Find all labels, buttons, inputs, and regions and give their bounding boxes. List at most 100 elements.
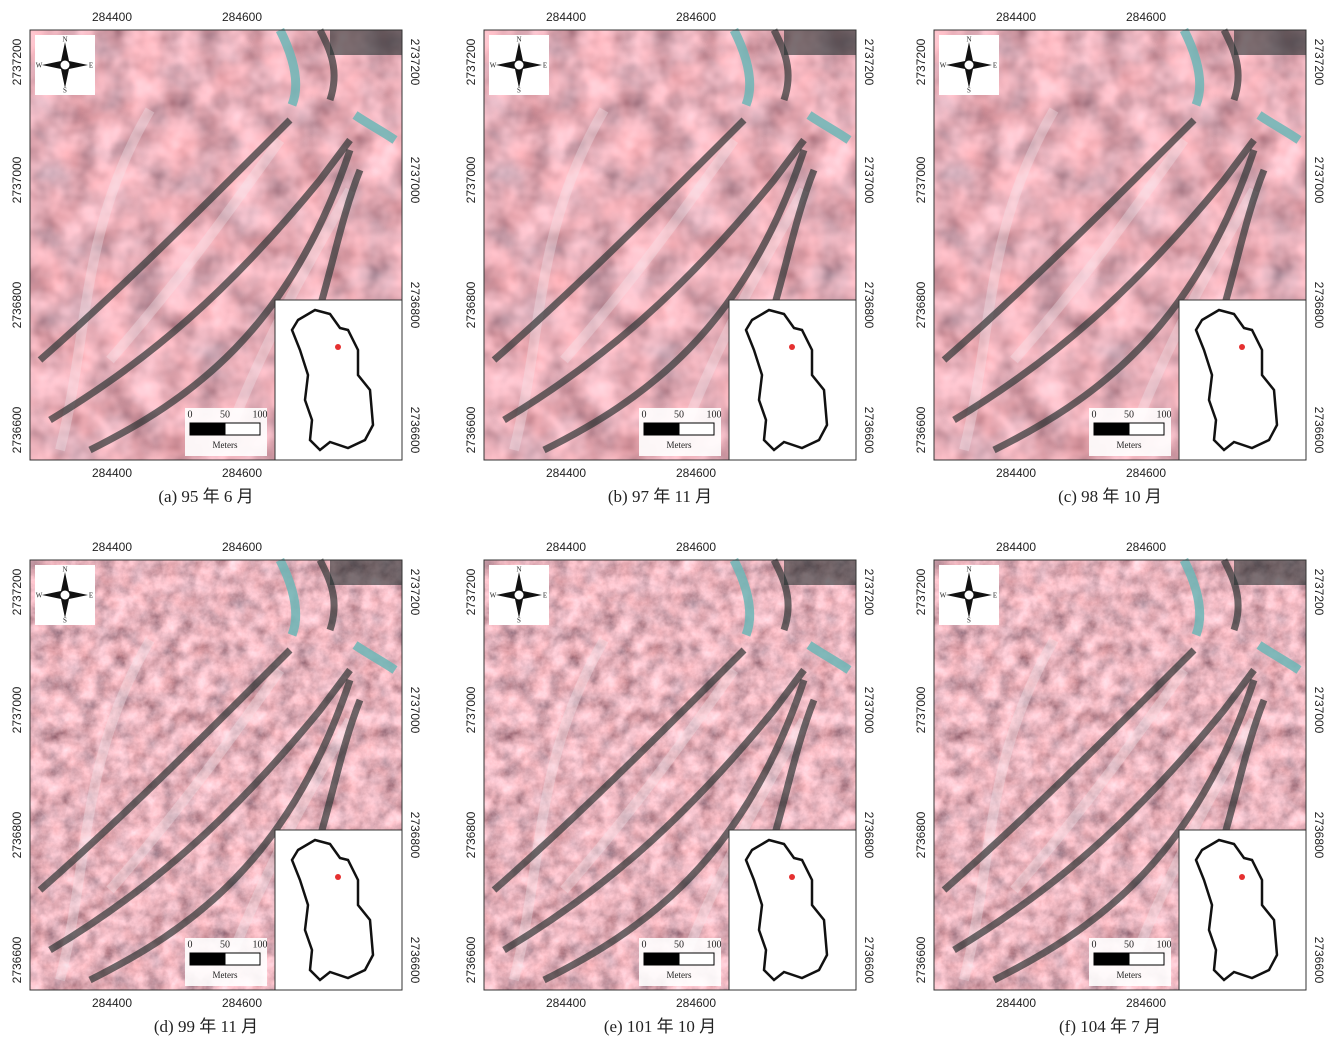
scale-label: 50 [1124, 939, 1134, 950]
scale-bar-white [225, 423, 260, 435]
compass-label: N [966, 36, 971, 44]
compass-label: S [517, 87, 521, 95]
compass-label: E [89, 592, 93, 600]
x-tick-label-top: 284600 [1126, 540, 1166, 554]
y-tick-label-left: 2737200 [10, 568, 24, 615]
compass-label: W [490, 592, 497, 600]
panel-caption: (b) 97 年 11 月 [608, 487, 712, 506]
location-dot [1239, 344, 1245, 350]
compass-label: S [967, 617, 971, 625]
y-tick-label-left: 2737000 [464, 686, 478, 733]
x-tick-label-bottom: 284400 [546, 996, 586, 1010]
scale-label: 50 [220, 409, 230, 420]
y-tick-label-left: 2737200 [10, 38, 24, 85]
y-tick-label-left: 2737000 [914, 156, 928, 203]
y-tick-label-left: 2736600 [10, 406, 24, 453]
x-tick-label-bottom: 284400 [996, 466, 1036, 480]
y-tick-label-left: 2736600 [464, 936, 478, 983]
scale-label: 100 [707, 409, 722, 420]
scale-bar-black [644, 953, 679, 965]
x-tick-label-bottom: 284400 [92, 996, 132, 1010]
scale-label: 0 [188, 409, 193, 420]
y-tick-label-left: 2736600 [914, 406, 928, 453]
compass-label: E [543, 592, 547, 600]
y-tick-label-right: 2737200 [408, 39, 422, 86]
x-tick-label-top: 284600 [676, 10, 716, 24]
y-tick-label-right: 2736600 [408, 407, 422, 454]
scale-bar-white [1129, 953, 1164, 965]
scale-label: 0 [642, 939, 647, 950]
y-tick-label-right: 2736600 [862, 407, 876, 454]
compass-center [60, 590, 70, 600]
y-tick-label-right: 2736600 [408, 937, 422, 984]
scale-label: 100 [1157, 409, 1172, 420]
scale-unit: Meters [1117, 440, 1142, 450]
map-panel: NSEW050100Meters284400284400284600284600… [464, 10, 876, 506]
scale-label: 0 [1092, 409, 1097, 420]
figure: N S E W 0 50 100 Meters 284400 284400 284600 284600… [0, 0, 1337, 1039]
x-tick-label-bottom: 284600 [222, 996, 262, 1010]
y-tick-label-right: 2737000 [408, 157, 422, 204]
y-tick-label-right: 2736600 [862, 937, 876, 984]
compass-label: S [967, 87, 971, 95]
dark-forest [784, 560, 856, 585]
y-tick-label-right: 2737200 [1312, 39, 1326, 86]
compass-label: N [516, 36, 521, 44]
dark-forest [330, 30, 402, 55]
compass-label: S [63, 87, 67, 95]
location-dot [335, 874, 341, 880]
scale-label: 50 [220, 939, 230, 950]
scale-bar-white [225, 953, 260, 965]
x-tick-label-bottom: 284400 [92, 466, 132, 480]
scale-label: 100 [253, 409, 268, 420]
y-tick-label-left: 2736800 [914, 281, 928, 328]
x-tick-label-bottom: 284400 [546, 466, 586, 480]
compass-label: S [517, 617, 521, 625]
map-panel: NSEW050100Meters284400284400284600284600… [10, 10, 422, 506]
compass-label: N [62, 36, 67, 44]
scale-label: 50 [1124, 409, 1134, 420]
y-tick-label-left: 2737200 [914, 568, 928, 615]
scale-bar-white [1129, 423, 1164, 435]
y-tick-label-left: 2736800 [10, 811, 24, 858]
panel-caption: (e) 101 年 10 月 [604, 1017, 716, 1036]
panel-caption: (d) 99 年 11 月 [154, 1017, 258, 1036]
y-tick-label-right: 2737200 [862, 569, 876, 616]
x-tick-label-bottom: 284600 [1126, 466, 1166, 480]
y-tick-label-right: 2737200 [408, 569, 422, 616]
compass-label: N [516, 566, 521, 574]
dark-forest [1234, 560, 1306, 585]
x-tick-label-top: 284400 [996, 540, 1036, 554]
y-tick-label-right: 2736800 [408, 282, 422, 329]
compass-center [964, 590, 974, 600]
y-tick-label-right: 2736800 [1312, 812, 1326, 859]
x-tick-label-top: 284600 [222, 540, 262, 554]
y-tick-label-right: 2736800 [408, 812, 422, 859]
scale-label: 0 [188, 939, 193, 950]
y-tick-label-right: 2736800 [862, 282, 876, 329]
x-tick-label-top: 284400 [996, 10, 1036, 24]
scale-label: 0 [1092, 939, 1097, 950]
y-tick-label-right: 2736600 [1312, 407, 1326, 454]
y-tick-label-left: 2736800 [914, 811, 928, 858]
x-tick-label-top: 284400 [92, 540, 132, 554]
y-tick-label-left: 2736600 [464, 406, 478, 453]
compass-label: W [36, 592, 43, 600]
scale-bar-black [644, 423, 679, 435]
y-tick-label-left: 2736600 [914, 936, 928, 983]
scale-bar-black [1094, 953, 1129, 965]
compass-label: N [62, 566, 67, 574]
x-tick-label-bottom: 284600 [676, 466, 716, 480]
map-panel: NSEW050100Meters284400284400284600284600… [464, 540, 876, 1036]
y-tick-label-left: 2736800 [464, 811, 478, 858]
scale-label: 0 [642, 409, 647, 420]
compass-label: S [63, 617, 67, 625]
panel-caption: (a) 95 年 6 月 [158, 487, 253, 506]
compass-center [514, 590, 524, 600]
x-tick-label-bottom: 284600 [222, 466, 262, 480]
compass-label: W [36, 62, 43, 70]
scale-bar-black [190, 953, 225, 965]
compass-label: W [490, 62, 497, 70]
